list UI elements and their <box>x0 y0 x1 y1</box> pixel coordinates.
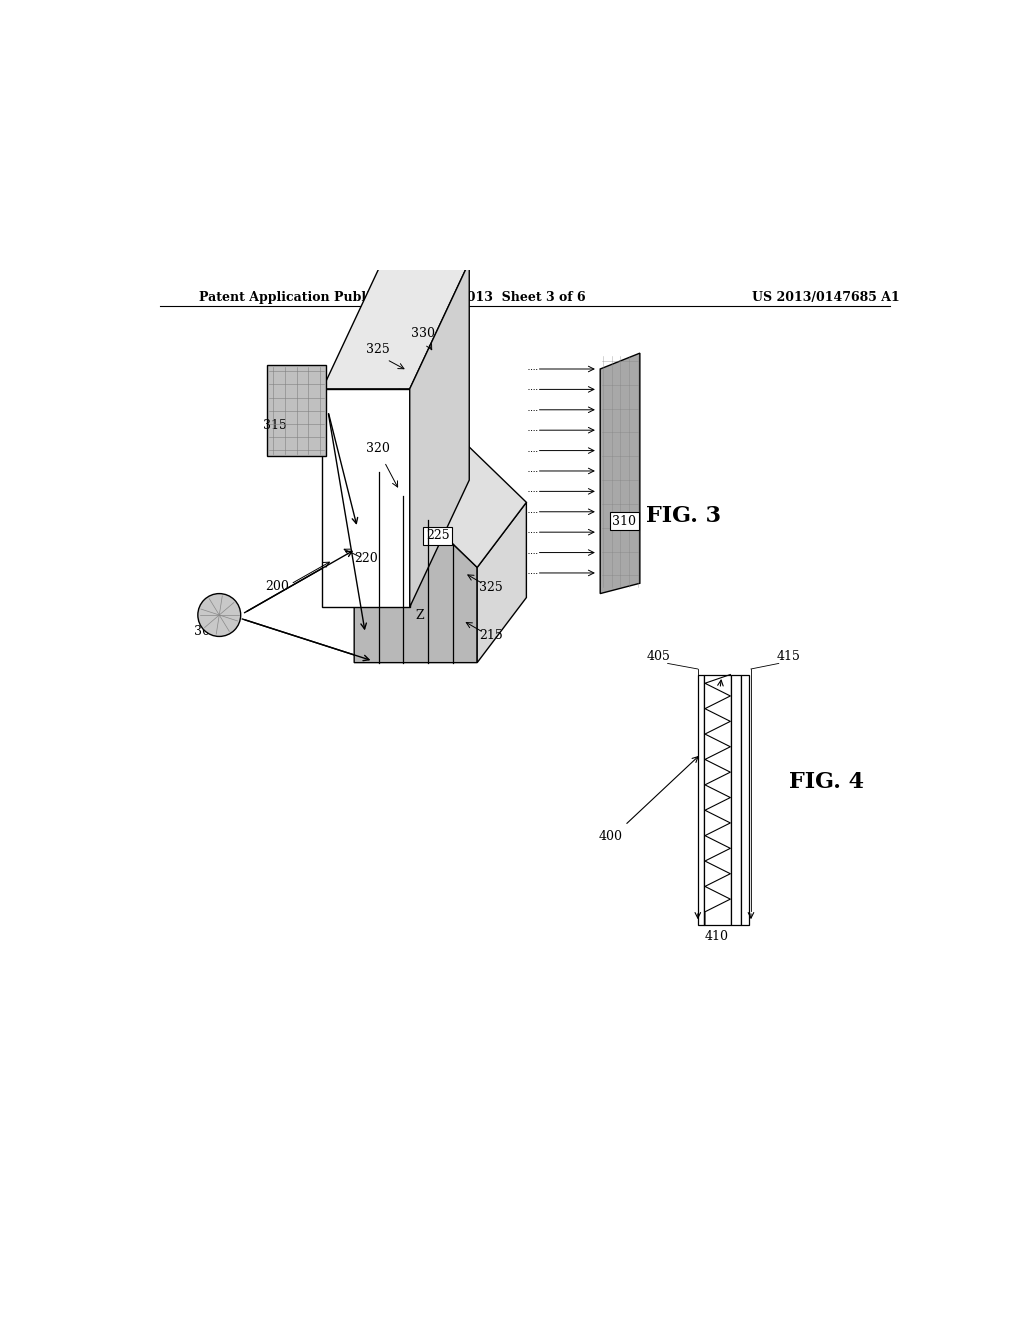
Polygon shape <box>354 383 526 568</box>
Text: Z: Z <box>415 609 424 622</box>
Bar <box>267 366 327 457</box>
Polygon shape <box>323 389 410 607</box>
Text: 415: 415 <box>776 651 800 663</box>
Text: FIG. 3: FIG. 3 <box>646 504 721 527</box>
Polygon shape <box>323 261 469 389</box>
Bar <box>731 675 741 924</box>
Polygon shape <box>477 503 526 663</box>
Text: 325: 325 <box>367 343 390 356</box>
Text: 320: 320 <box>366 442 390 455</box>
Text: 305: 305 <box>194 624 218 638</box>
Text: 200: 200 <box>265 581 289 594</box>
Polygon shape <box>382 236 469 261</box>
Text: 410: 410 <box>705 931 729 944</box>
Bar <box>705 675 731 924</box>
Text: FIG. 4: FIG. 4 <box>788 771 864 793</box>
Text: Jun. 13, 2013  Sheet 3 of 6: Jun. 13, 2013 Sheet 3 of 6 <box>399 292 587 304</box>
Text: Patent Application Publication: Patent Application Publication <box>200 292 415 304</box>
Text: 220: 220 <box>354 552 378 565</box>
Text: 325: 325 <box>479 581 503 594</box>
Text: 330: 330 <box>412 327 435 341</box>
Polygon shape <box>600 354 640 594</box>
Polygon shape <box>410 261 469 607</box>
Text: 215: 215 <box>479 628 504 642</box>
Circle shape <box>198 594 241 636</box>
Text: US 2013/0147685 A1: US 2013/0147685 A1 <box>753 292 900 304</box>
Text: Y: Y <box>342 556 350 569</box>
Text: 400: 400 <box>598 829 623 842</box>
Text: 405: 405 <box>646 651 670 663</box>
Polygon shape <box>354 449 477 663</box>
Text: 315: 315 <box>263 418 287 432</box>
Text: X: X <box>425 508 434 521</box>
Bar <box>741 675 750 924</box>
Bar <box>697 675 705 924</box>
Text: 225: 225 <box>426 529 450 543</box>
Text: 310: 310 <box>612 515 636 528</box>
